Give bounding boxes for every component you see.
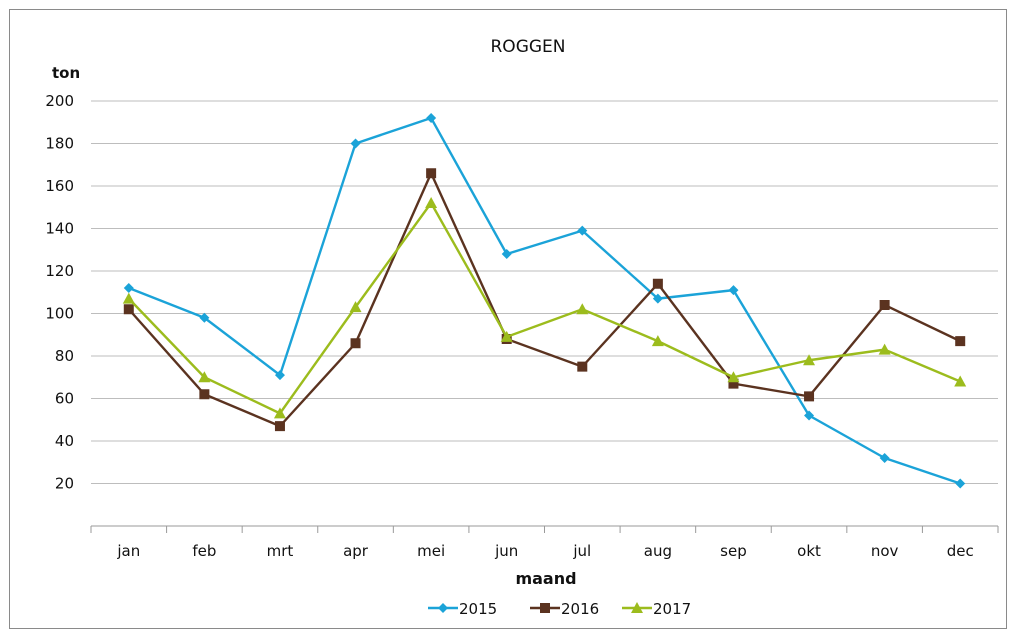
point-2017-okt (803, 354, 816, 366)
x-tick-label-feb: feb (192, 542, 216, 560)
point-2017-aug (651, 335, 664, 347)
point-2015-sep (728, 285, 739, 296)
point-2016-jul (577, 361, 588, 372)
point-2016-nov (879, 300, 890, 310)
y-tick-label-8: 180 (45, 135, 74, 153)
legend-label-2016: 2016 (561, 600, 599, 618)
x-axis: jan feb mrt apr mei jun jul aug sep okt nov dec (90, 525, 999, 560)
point-2015-nov (879, 453, 890, 463)
point-2016-feb (199, 389, 210, 400)
legend-label-2015: 2015 (459, 600, 497, 618)
point-2015-dec (955, 478, 966, 489)
point-2016-aug (652, 278, 663, 289)
y-tick-label-9: 200 (45, 92, 74, 110)
x-tick-label-nov: nov (871, 542, 899, 560)
x-tick-label-mrt: mrt (267, 542, 294, 560)
legend-item-2016: 2016 (530, 600, 599, 618)
point-2015-jan (123, 283, 134, 293)
point-2015-mrt (274, 370, 285, 381)
y-tick-label-3: 80 (55, 347, 74, 365)
series-line-2016 (127, 172, 961, 428)
point-2017-nov (878, 343, 891, 355)
point-2017-jun (500, 330, 513, 342)
y-tick-label-6: 140 (45, 220, 74, 238)
point-2017-sep (727, 371, 740, 383)
x-tick-label-sep: sep (720, 542, 747, 560)
x-tick-label-aug: aug (644, 542, 672, 560)
y-tick-label-4: 100 (45, 305, 74, 323)
legend-marker-2017 (631, 602, 643, 613)
legend-item-2017: 2017 (622, 600, 691, 618)
point-2016-okt (804, 391, 815, 402)
point-2017-mrt (273, 407, 286, 419)
point-2016-mei (426, 168, 437, 179)
x-tick-label-apr: apr (343, 542, 369, 560)
y-axis-label: ton (52, 64, 80, 82)
y-tick-label-7: 160 (45, 177, 74, 195)
x-tick-label-dec: dec (947, 542, 974, 560)
y-tick-label-1: 40 (55, 432, 74, 450)
series-2016 (123, 168, 966, 432)
x-tick-label-jun: jun (494, 542, 518, 560)
gridlines (91, 100, 998, 484)
chart-title: ROGGEN (491, 37, 566, 57)
series-2015 (123, 113, 966, 489)
x-axis-label: maand (515, 569, 576, 588)
x-tick-label-okt: okt (797, 542, 821, 560)
y-tick-label-5: 120 (45, 262, 74, 280)
point-2017-apr (349, 301, 362, 313)
point-2016-dec (955, 336, 966, 347)
point-2017-feb (198, 371, 211, 383)
x-tick-label-mei: mei (417, 542, 445, 560)
point-2017-dec (954, 375, 967, 387)
point-2015-jul (577, 225, 588, 236)
point-2016-mrt (274, 421, 285, 432)
series-group (122, 113, 967, 489)
point-2015-okt (804, 410, 815, 421)
point-2015-mei (426, 113, 437, 123)
point-2017-jan (122, 292, 135, 304)
x-tick-label-jul: jul (572, 542, 591, 560)
y-tick-label-2: 60 (55, 390, 74, 408)
point-2017-mei (425, 197, 438, 208)
x-tick-label-jan: jan (116, 542, 140, 560)
series-line-2017 (127, 201, 961, 415)
y-tick-labels: 20 40 60 80 100 120 140 160 180 200 (45, 92, 74, 493)
point-2016-apr (350, 338, 361, 349)
point-2015-jun (501, 249, 512, 259)
series-2017 (122, 197, 967, 419)
point-2015-aug (652, 293, 663, 304)
legend-label-2017: 2017 (653, 600, 691, 618)
point-2015-apr (350, 138, 361, 149)
y-tick-label-0: 20 (55, 475, 74, 493)
point-2017-jul (576, 303, 589, 315)
point-2016-sep (728, 378, 739, 389)
legend-marker-2016 (540, 603, 550, 613)
legend-item-2015: 2015 (428, 600, 497, 618)
legend-marker-2015 (438, 603, 448, 613)
series-line-2015 (128, 116, 961, 485)
point-2015-feb (199, 312, 210, 323)
legend: 2015 2016 2017 (428, 600, 691, 618)
point-2016-jan (123, 304, 134, 315)
